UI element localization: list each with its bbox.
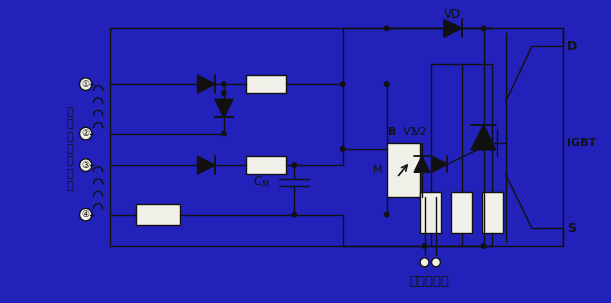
Text: ①: ①: [82, 80, 90, 88]
Text: B: B: [389, 127, 397, 137]
Polygon shape: [197, 75, 215, 93]
Text: M: M: [373, 165, 382, 175]
Circle shape: [422, 244, 426, 248]
Text: ④: ④: [82, 210, 90, 219]
Circle shape: [431, 258, 441, 267]
Bar: [420, 192, 441, 233]
Circle shape: [481, 244, 486, 248]
Text: V2: V2: [413, 127, 428, 137]
Text: 开
通
，
关
断
信
号: 开 通 ， 关 断 信 号: [67, 107, 73, 191]
Circle shape: [222, 82, 226, 86]
Polygon shape: [215, 99, 233, 118]
Circle shape: [340, 82, 345, 86]
Circle shape: [79, 208, 92, 221]
Circle shape: [222, 132, 226, 136]
Polygon shape: [444, 19, 461, 37]
Polygon shape: [197, 156, 215, 174]
Circle shape: [340, 147, 345, 151]
Bar: [481, 192, 503, 233]
Polygon shape: [471, 125, 496, 150]
Bar: [246, 156, 285, 174]
Text: $C_M$: $C_M$: [252, 175, 269, 190]
Bar: [136, 204, 180, 225]
Bar: [246, 75, 285, 93]
Circle shape: [384, 212, 389, 217]
Circle shape: [420, 258, 429, 267]
Text: VD: VD: [444, 8, 461, 21]
Circle shape: [481, 26, 486, 31]
Circle shape: [79, 78, 92, 90]
Circle shape: [292, 212, 296, 217]
Circle shape: [384, 26, 389, 31]
Circle shape: [222, 91, 226, 95]
Text: IGBT: IGBT: [567, 138, 596, 148]
Text: ②: ②: [82, 129, 90, 138]
Text: V1: V1: [403, 127, 417, 137]
Text: S: S: [567, 221, 576, 235]
Text: 过电流信号: 过电流信号: [410, 275, 450, 288]
Polygon shape: [431, 156, 447, 172]
Circle shape: [79, 127, 92, 140]
Bar: [387, 143, 420, 197]
Circle shape: [79, 159, 92, 171]
Text: ③: ③: [82, 161, 90, 170]
Polygon shape: [215, 99, 233, 118]
Text: G: G: [478, 136, 488, 149]
Circle shape: [384, 82, 389, 86]
Circle shape: [292, 163, 296, 167]
Polygon shape: [414, 156, 430, 172]
Text: D: D: [567, 40, 577, 53]
Bar: [451, 192, 472, 233]
